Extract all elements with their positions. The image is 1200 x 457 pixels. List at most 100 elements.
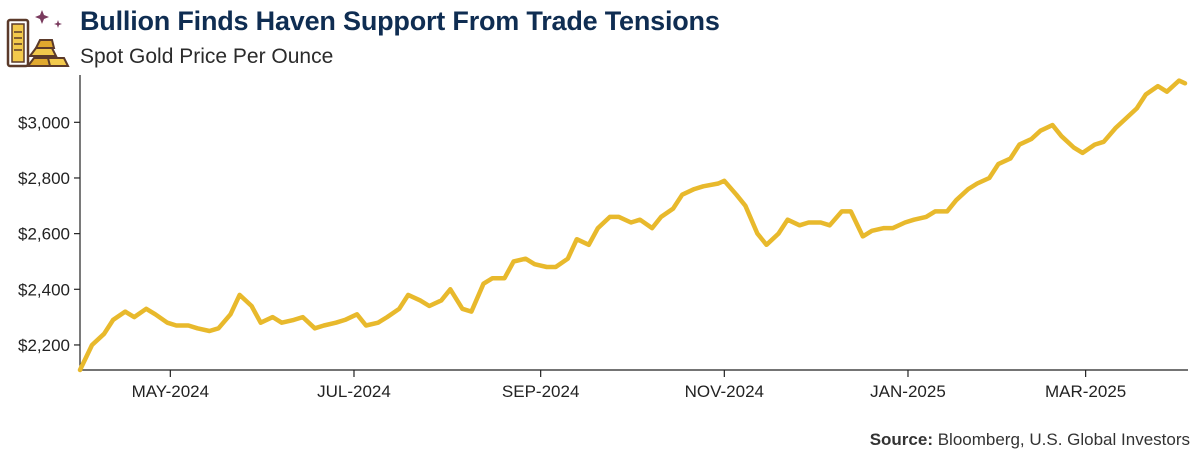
data-point bbox=[165, 321, 169, 325]
data-point bbox=[292, 318, 296, 322]
x-tick-label: NOV-2024 bbox=[685, 382, 764, 401]
data-point bbox=[807, 221, 811, 225]
y-axis: $2,200 $2,400 $2,600 $2,800 $3,000 bbox=[18, 75, 81, 370]
data-point bbox=[629, 221, 633, 225]
data-point bbox=[448, 287, 452, 291]
chart-header: Bullion Finds Haven Support From Trade T… bbox=[0, 0, 1200, 75]
data-point bbox=[722, 179, 726, 183]
data-point bbox=[701, 184, 705, 188]
data-point bbox=[1135, 106, 1139, 110]
data-point bbox=[840, 209, 844, 213]
data-point bbox=[238, 293, 242, 297]
plot-area bbox=[77, 78, 1188, 373]
data-point bbox=[1081, 151, 1085, 155]
gold-price-chart: $2,200 $2,400 $2,600 $2,800 $3,000 MAY-2024 J… bbox=[18, 75, 1188, 401]
source-text: Bloomberg, U.S. Global Investors bbox=[932, 430, 1190, 449]
data-point bbox=[439, 298, 443, 302]
x-tick-label: MAY-2024 bbox=[132, 382, 210, 401]
data-point bbox=[301, 315, 305, 319]
data-point bbox=[397, 307, 401, 311]
data-point bbox=[554, 265, 558, 269]
data-point bbox=[734, 193, 738, 197]
x-tick-label: JAN-2025 bbox=[870, 382, 946, 401]
data-point bbox=[1123, 118, 1127, 122]
data-point bbox=[924, 215, 928, 219]
data-point bbox=[174, 324, 178, 328]
data-point bbox=[1102, 140, 1106, 144]
data-point bbox=[78, 368, 82, 372]
data-point bbox=[132, 315, 136, 319]
data-point bbox=[659, 215, 663, 219]
data-point bbox=[819, 221, 823, 225]
data-point bbox=[671, 207, 675, 211]
data-point bbox=[355, 312, 359, 316]
data-point bbox=[280, 321, 284, 325]
data-point bbox=[512, 260, 516, 264]
data-point bbox=[638, 218, 642, 222]
source-label: Source: bbox=[869, 430, 933, 449]
data-point bbox=[996, 162, 1000, 166]
data-point bbox=[364, 324, 368, 328]
data-point bbox=[608, 215, 612, 219]
x-tick-label: SEP-2024 bbox=[502, 382, 580, 401]
data-point bbox=[680, 193, 684, 197]
gold-price-line bbox=[77, 78, 1188, 373]
data-point bbox=[144, 307, 148, 311]
data-point bbox=[482, 282, 486, 286]
y-tick-label: $2,600 bbox=[18, 225, 70, 244]
data-point bbox=[153, 312, 157, 316]
data-point bbox=[1165, 90, 1169, 94]
data-point bbox=[1093, 143, 1097, 147]
data-point bbox=[987, 176, 991, 180]
data-point bbox=[945, 209, 949, 213]
data-point bbox=[186, 324, 190, 328]
data-point bbox=[376, 321, 380, 325]
data-point bbox=[743, 204, 747, 208]
data-point bbox=[343, 318, 347, 322]
data-point bbox=[882, 226, 886, 230]
data-point bbox=[208, 329, 212, 333]
data-point bbox=[334, 321, 338, 325]
data-point bbox=[406, 293, 410, 297]
x-tick-label: JUL-2024 bbox=[317, 382, 391, 401]
data-point bbox=[418, 298, 422, 302]
data-point bbox=[1114, 126, 1118, 130]
data-point bbox=[322, 324, 326, 328]
data-point bbox=[469, 310, 473, 314]
data-point bbox=[777, 232, 781, 236]
data-point bbox=[1177, 79, 1181, 83]
data-point bbox=[111, 318, 115, 322]
data-point bbox=[229, 312, 233, 316]
data-point bbox=[1039, 129, 1043, 133]
data-point bbox=[90, 343, 94, 347]
data-point bbox=[954, 198, 958, 202]
data-point bbox=[912, 218, 916, 222]
data-point bbox=[596, 226, 600, 230]
data-point bbox=[650, 226, 654, 230]
data-point bbox=[870, 229, 874, 233]
data-point bbox=[271, 315, 275, 319]
chart-subtitle: Spot Gold Price Per Ounce bbox=[80, 45, 334, 68]
data-point bbox=[903, 221, 907, 225]
data-point bbox=[575, 237, 579, 241]
data-point bbox=[1029, 137, 1033, 141]
data-point bbox=[123, 310, 127, 314]
data-point bbox=[765, 243, 769, 247]
data-point bbox=[786, 218, 790, 222]
data-point bbox=[849, 209, 853, 213]
data-point bbox=[313, 326, 317, 330]
y-tick-label: $2,200 bbox=[18, 336, 70, 355]
data-point bbox=[975, 182, 979, 186]
data-point bbox=[891, 226, 895, 230]
data-point bbox=[587, 243, 591, 247]
y-tick-label: $2,800 bbox=[18, 169, 70, 188]
y-tick-label: $2,400 bbox=[18, 280, 70, 299]
data-point bbox=[755, 232, 759, 236]
data-point bbox=[217, 326, 221, 330]
data-point bbox=[1060, 134, 1064, 138]
data-point bbox=[195, 326, 199, 330]
data-point bbox=[861, 234, 865, 238]
data-point bbox=[545, 265, 549, 269]
data-point bbox=[533, 262, 537, 266]
data-point bbox=[1144, 93, 1148, 97]
